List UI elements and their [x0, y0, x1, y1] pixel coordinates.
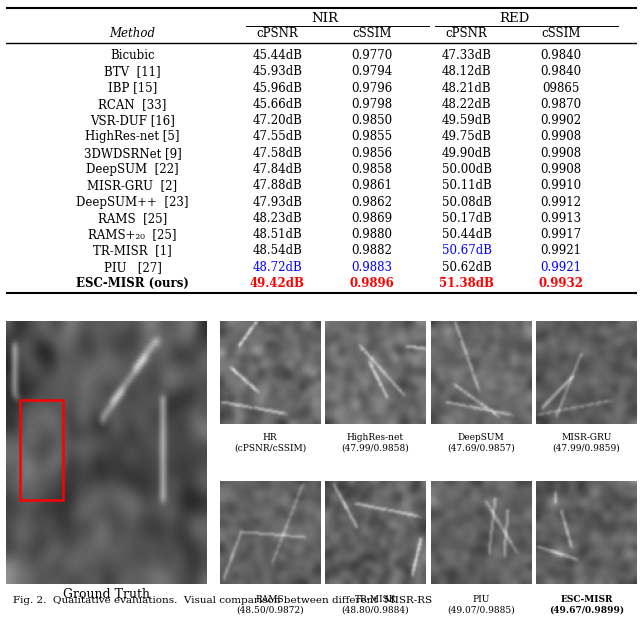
Text: 50.00dB: 50.00dB: [442, 163, 492, 176]
Text: 0.9913: 0.9913: [541, 212, 582, 225]
Text: 50.11dB: 50.11dB: [442, 179, 492, 192]
Text: 45.93dB: 45.93dB: [252, 65, 303, 78]
Text: RAMS+₂₀  [25]: RAMS+₂₀ [25]: [88, 228, 177, 241]
Text: 0.9882: 0.9882: [351, 244, 392, 257]
Text: HighRes-net [5]: HighRes-net [5]: [85, 130, 180, 144]
Text: 0.9870: 0.9870: [541, 98, 582, 111]
Text: 49.75dB: 49.75dB: [442, 130, 492, 144]
Text: 0.9896: 0.9896: [349, 277, 394, 290]
Text: 0.9910: 0.9910: [541, 179, 582, 192]
Text: 47.58dB: 47.58dB: [253, 147, 303, 159]
Text: BTV  [11]: BTV [11]: [104, 65, 161, 78]
Text: 48.21dB: 48.21dB: [442, 81, 492, 95]
Text: 48.12dB: 48.12dB: [442, 65, 492, 78]
Text: 3DWDSRNet [9]: 3DWDSRNet [9]: [84, 147, 181, 159]
Text: 47.84dB: 47.84dB: [253, 163, 303, 176]
Text: 47.55dB: 47.55dB: [252, 130, 303, 144]
Text: 0.9858: 0.9858: [351, 163, 392, 176]
Title: ESC-MISR
(49.67/0.9899): ESC-MISR (49.67/0.9899): [549, 595, 624, 614]
Title: MISR-GRU
(47.99/0.9859): MISR-GRU (47.99/0.9859): [553, 432, 620, 452]
Text: 0.9856: 0.9856: [351, 147, 392, 159]
Text: 0.9883: 0.9883: [351, 261, 392, 274]
Text: PIU   [27]: PIU [27]: [104, 261, 161, 274]
Text: cPSNR: cPSNR: [257, 27, 298, 41]
Title: PIU
(49.07/0.9885): PIU (49.07/0.9885): [447, 595, 515, 614]
Title: HR
(cPSNR/cSSIM): HR (cPSNR/cSSIM): [234, 432, 306, 452]
Text: 50.67dB: 50.67dB: [442, 244, 492, 257]
Title: Ground Truth: Ground Truth: [63, 588, 150, 601]
Text: 49.90dB: 49.90dB: [442, 147, 492, 159]
Text: VSR-DUF [16]: VSR-DUF [16]: [90, 114, 175, 127]
Text: cSSIM: cSSIM: [352, 27, 392, 41]
Text: 47.20dB: 47.20dB: [253, 114, 303, 127]
Text: 45.66dB: 45.66dB: [252, 98, 303, 111]
Text: 51.38dB: 51.38dB: [439, 277, 494, 290]
Text: 50.17dB: 50.17dB: [442, 212, 492, 225]
Text: cPSNR: cPSNR: [445, 27, 488, 41]
Text: 0.9917: 0.9917: [541, 228, 582, 241]
Text: 0.9798: 0.9798: [351, 98, 392, 111]
Text: 0.9862: 0.9862: [351, 196, 392, 208]
Text: cSSIM: cSSIM: [541, 27, 581, 41]
Text: 47.88dB: 47.88dB: [253, 179, 302, 192]
Text: 45.96dB: 45.96dB: [252, 81, 303, 95]
Text: MISR-GRU  [2]: MISR-GRU [2]: [88, 179, 177, 192]
Text: Bicubic: Bicubic: [110, 49, 155, 62]
Text: 45.44dB: 45.44dB: [252, 49, 303, 62]
Text: 48.72dB: 48.72dB: [253, 261, 302, 274]
Text: Fig. 2.  Qualitative evaluations.  Visual comparison between different  MISR-RS: Fig. 2. Qualitative evaluations. Visual …: [13, 596, 432, 605]
Text: 0.9794: 0.9794: [351, 65, 393, 78]
Text: 0.9855: 0.9855: [351, 130, 392, 144]
Bar: [20, 400, 63, 500]
Text: 0.9908: 0.9908: [541, 130, 582, 144]
Text: 0.9840: 0.9840: [541, 49, 582, 62]
Title: HighRes-net
(47.99/0.9858): HighRes-net (47.99/0.9858): [342, 432, 410, 452]
Text: NIR: NIR: [311, 12, 339, 25]
Text: 48.23dB: 48.23dB: [253, 212, 302, 225]
Text: ESC-MISR (ours): ESC-MISR (ours): [76, 277, 189, 290]
Text: 0.9908: 0.9908: [541, 163, 582, 176]
Text: 48.51dB: 48.51dB: [253, 228, 302, 241]
Title: RAMS
(48.50/0.9872): RAMS (48.50/0.9872): [236, 595, 304, 614]
Text: TR-MISR  [1]: TR-MISR [1]: [93, 244, 172, 257]
Text: DeepSUM++  [23]: DeepSUM++ [23]: [76, 196, 189, 208]
Text: 49.59dB: 49.59dB: [442, 114, 492, 127]
Text: 0.9869: 0.9869: [351, 212, 392, 225]
Title: DeepSUM
(47.69/0.9857): DeepSUM (47.69/0.9857): [447, 432, 515, 452]
Text: 48.54dB: 48.54dB: [253, 244, 303, 257]
Text: 0.9932: 0.9932: [539, 277, 584, 290]
Text: 47.33dB: 47.33dB: [442, 49, 492, 62]
Text: 48.22dB: 48.22dB: [442, 98, 492, 111]
Text: 50.44dB: 50.44dB: [442, 228, 492, 241]
Text: 0.9921: 0.9921: [541, 244, 582, 257]
Text: RAMS  [25]: RAMS [25]: [98, 212, 167, 225]
Text: 0.9796: 0.9796: [351, 81, 393, 95]
Text: 50.62dB: 50.62dB: [442, 261, 492, 274]
Text: 0.9921: 0.9921: [541, 261, 582, 274]
Text: Method: Method: [109, 27, 156, 41]
Text: RCAN  [33]: RCAN [33]: [99, 98, 166, 111]
Text: 47.93dB: 47.93dB: [252, 196, 303, 208]
Text: 50.08dB: 50.08dB: [442, 196, 492, 208]
Text: 49.42dB: 49.42dB: [250, 277, 305, 290]
Text: RED: RED: [499, 12, 529, 25]
Text: 0.9912: 0.9912: [541, 196, 582, 208]
Text: 0.9880: 0.9880: [351, 228, 392, 241]
Text: 0.9861: 0.9861: [351, 179, 392, 192]
Text: DeepSUM  [22]: DeepSUM [22]: [86, 163, 179, 176]
Text: 0.9902: 0.9902: [541, 114, 582, 127]
Text: 0.9850: 0.9850: [351, 114, 392, 127]
Title: TR-MISR
(48.80/0.9884): TR-MISR (48.80/0.9884): [342, 595, 409, 614]
Text: 0.9908: 0.9908: [541, 147, 582, 159]
Text: IBP [15]: IBP [15]: [108, 81, 157, 95]
Text: 0.9770: 0.9770: [351, 49, 393, 62]
Text: 0.9840: 0.9840: [541, 65, 582, 78]
Text: 09865: 09865: [543, 81, 580, 95]
